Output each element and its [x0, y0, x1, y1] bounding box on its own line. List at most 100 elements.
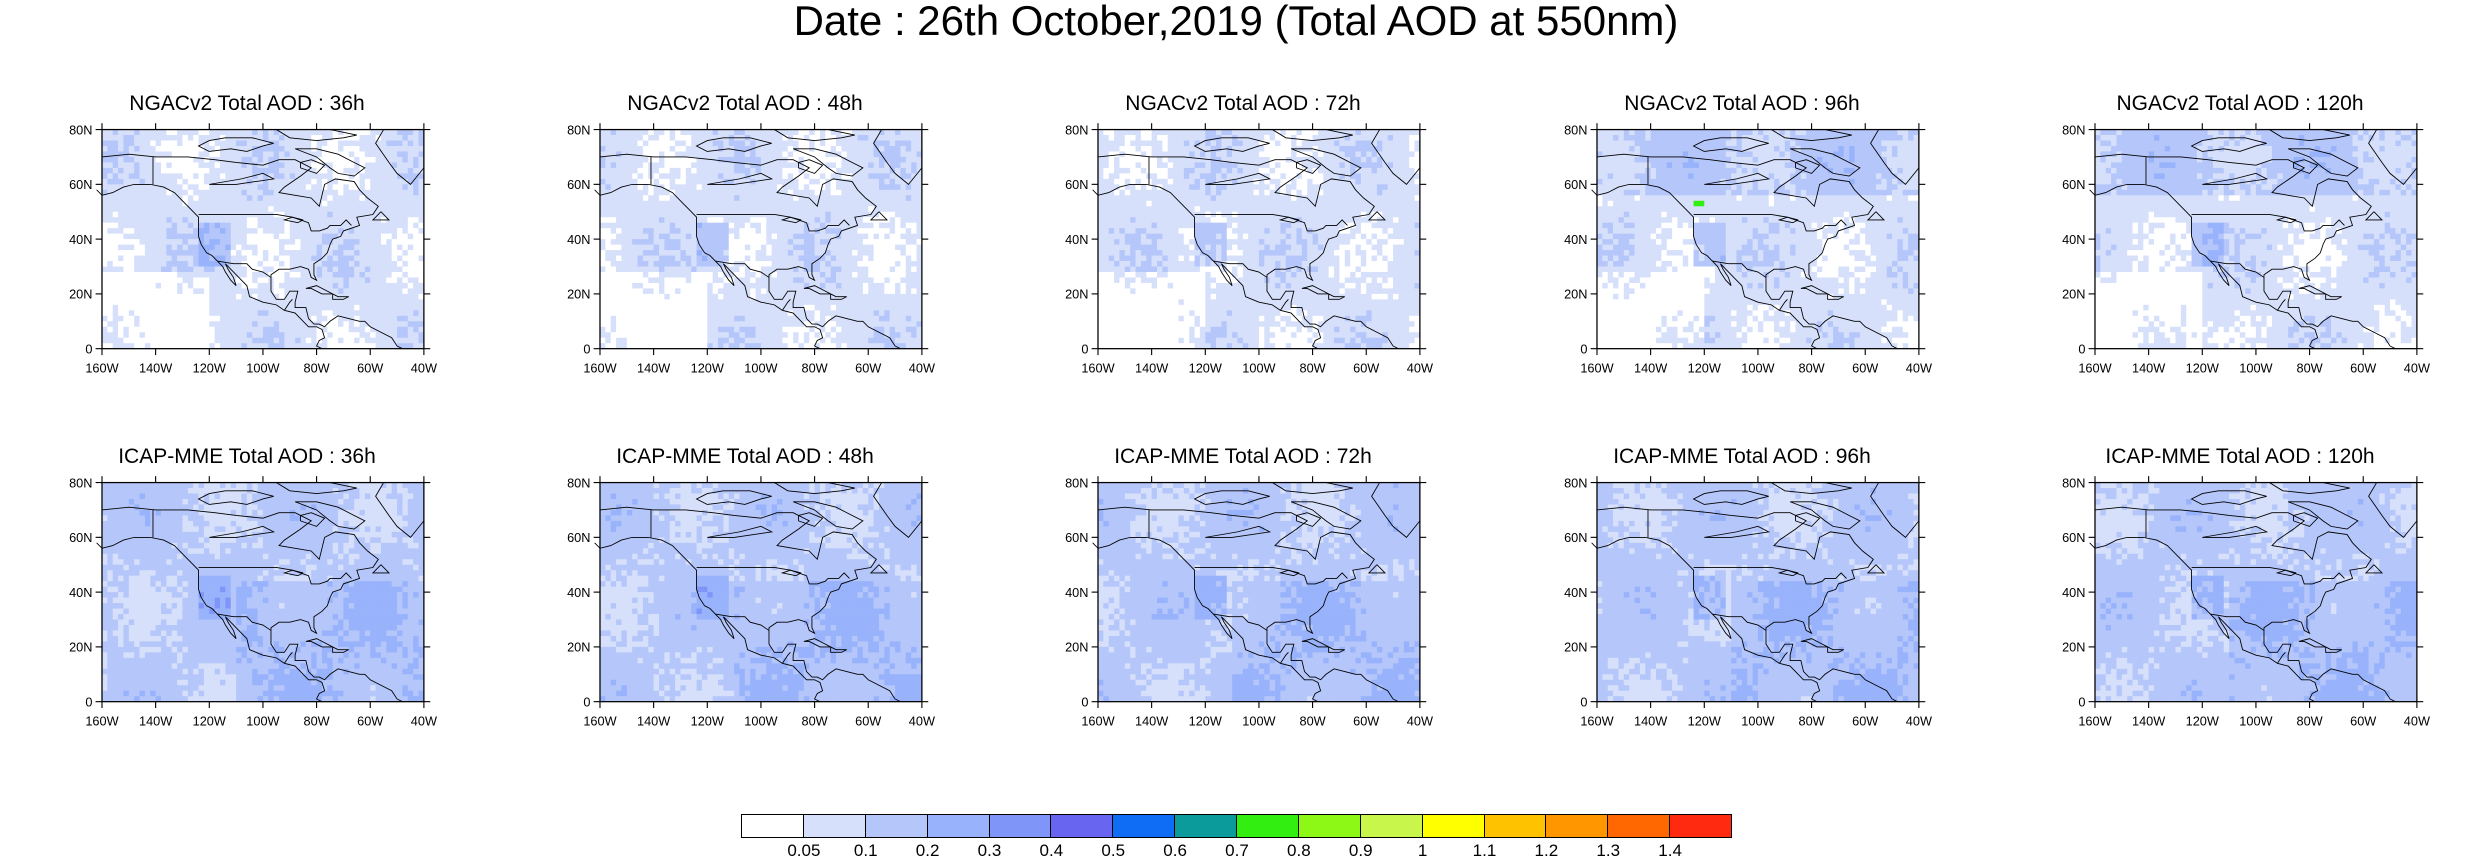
map-panel: ICAP-MME Total AOD : 72h 160W 140W 120W 100W… [1043, 446, 1443, 729]
x-tick-label: 80W [2296, 361, 2322, 376]
x-tick-label: 60W [357, 361, 383, 376]
x-tick-label: 60W [1852, 714, 1878, 729]
x-tick-label: 140W [1634, 361, 1667, 376]
x-tick-label: 120W [691, 714, 724, 729]
x-tick-label: 160W [583, 714, 616, 729]
panel-title: ICAP-MME Total AOD : 48h [545, 446, 945, 468]
x-tick-label: 100W [1242, 714, 1275, 729]
colorbar-swatch [1359, 814, 1423, 838]
aod-field [599, 482, 923, 703]
y-tick-label: 0 [1580, 694, 1587, 709]
colorbar-swatch [1174, 814, 1237, 838]
x-tick-label: 100W [744, 714, 777, 729]
x-tick-label: 120W [1189, 361, 1222, 376]
aod-field [1097, 129, 1421, 350]
y-tick-label: 40N [567, 232, 590, 247]
y-tick-label: 0 [583, 694, 590, 709]
y-tick-label: 0 [583, 341, 590, 356]
aod-map: 160W 140W 120W 100W 80W 60W 40W 0 20N 40N 60N 80N [69, 475, 437, 728]
y-tick-label: 80N [1065, 122, 1088, 137]
colorbar-label: 0.3 [978, 841, 1002, 861]
panel-title: NGACv2 Total AOD : 120h [2040, 93, 2440, 115]
y-tick-label: 40N [2062, 232, 2085, 247]
colorbar-label: 1.1 [1473, 841, 1497, 861]
x-tick-label: 140W [1135, 361, 1168, 376]
aod-field [101, 129, 425, 350]
x-tick-label: 160W [2078, 361, 2111, 376]
x-tick-label: 40W [909, 714, 935, 729]
x-tick-label: 140W [1135, 714, 1168, 729]
x-tick-label: 140W [139, 714, 172, 729]
x-tick-label: 80W [1299, 714, 1325, 729]
x-tick-label: 40W [2404, 361, 2430, 376]
x-tick-label: 100W [2239, 361, 2272, 376]
x-tick-label: 160W [1081, 714, 1114, 729]
map-panel: NGACv2 Total AOD : 96h 160W 140W 120W 100W 80… [1542, 93, 1942, 376]
y-tick-label: 60N [567, 177, 590, 192]
y-tick-label: 60N [2062, 177, 2085, 192]
x-tick-label: 40W [411, 361, 437, 376]
coastline [2089, 129, 2418, 350]
x-tick-label: 140W [139, 361, 172, 376]
panel-title: ICAP-MME Total AOD : 72h [1043, 446, 1443, 468]
x-tick-label: 160W [583, 361, 616, 376]
y-tick-label: 40N [69, 232, 92, 247]
coastline [1092, 129, 1421, 350]
aod-field [1596, 482, 1920, 703]
x-tick-label: 100W [1741, 361, 1774, 376]
map-panel: ICAP-MME Total AOD : 120h 160W 140W 120W 100… [2040, 446, 2440, 729]
colorbar-swatch [1297, 814, 1361, 838]
aod-map: 160W 140W 120W 100W 80W 60W 40W 0 20N 40N 60N 80N [1564, 122, 1932, 375]
x-tick-label: 40W [411, 714, 437, 729]
y-tick-label: 20N [2062, 640, 2085, 655]
y-tick-label: 60N [2062, 530, 2085, 545]
x-tick-label: 60W [1353, 714, 1379, 729]
y-tick-label: 80N [2062, 475, 2085, 490]
y-tick-label: 0 [2078, 341, 2085, 356]
y-tick-label: 80N [1564, 475, 1587, 490]
y-tick-label: 20N [567, 640, 590, 655]
y-tick-label: 60N [69, 177, 92, 192]
y-tick-label: 80N [2062, 122, 2085, 137]
x-tick-label: 80W [303, 714, 329, 729]
y-tick-label: 60N [567, 530, 590, 545]
colorbar-swatch [1545, 814, 1609, 838]
map-panel: NGACv2 Total AOD : 36h 160W 140W 120W 100W 80… [47, 93, 447, 376]
aod-map: 160W 140W 120W 100W 80W 60W 40W 0 20N 40N 60N 80N [1564, 475, 1932, 728]
y-tick-label: 60N [1065, 177, 1088, 192]
y-tick-label: 80N [567, 475, 590, 490]
y-tick-label: 40N [1065, 585, 1088, 600]
colorbar-label: 0.9 [1349, 841, 1373, 861]
x-tick-label: 140W [637, 714, 670, 729]
y-tick-label: 20N [1065, 287, 1088, 302]
panel-title: NGACv2 Total AOD : 36h [47, 93, 447, 115]
colorbar-swatch [926, 814, 990, 838]
colorbar-swatch [1050, 814, 1114, 838]
x-tick-label: 160W [85, 714, 118, 729]
x-tick-label: 100W [246, 361, 279, 376]
y-tick-label: 80N [567, 122, 590, 137]
colorbar-label: 0.4 [1040, 841, 1064, 861]
x-tick-label: 120W [1688, 714, 1721, 729]
y-tick-label: 40N [1065, 232, 1088, 247]
colorbar-label: 0.2 [916, 841, 940, 861]
aod-map: 160W 140W 120W 100W 80W 60W 40W 0 20N 40N 60N 80N [1065, 122, 1433, 375]
y-tick-label: 60N [69, 530, 92, 545]
x-tick-label: 40W [1906, 361, 1932, 376]
x-tick-label: 60W [357, 714, 383, 729]
colorbar-swatch [1483, 814, 1547, 838]
colorbar-swatch [1669, 814, 1732, 838]
x-tick-label: 80W [1798, 361, 1824, 376]
panel-title: NGACv2 Total AOD : 72h [1043, 93, 1443, 115]
y-tick-label: 0 [1580, 341, 1587, 356]
x-tick-label: 80W [801, 361, 827, 376]
x-tick-label: 140W [2132, 361, 2165, 376]
x-tick-label: 160W [2078, 714, 2111, 729]
y-tick-label: 20N [69, 287, 92, 302]
y-tick-label: 80N [1065, 475, 1088, 490]
map-panel: NGACv2 Total AOD : 120h 160W 140W 120W 100W 8… [2040, 93, 2440, 376]
colorbar-label: 0.05 [787, 841, 820, 861]
aod-map: 160W 140W 120W 100W 80W 60W 40W 0 20N 40N 60N 80N [2062, 122, 2430, 375]
colorbar-label: 1 [1418, 841, 1427, 861]
x-tick-label: 100W [246, 714, 279, 729]
